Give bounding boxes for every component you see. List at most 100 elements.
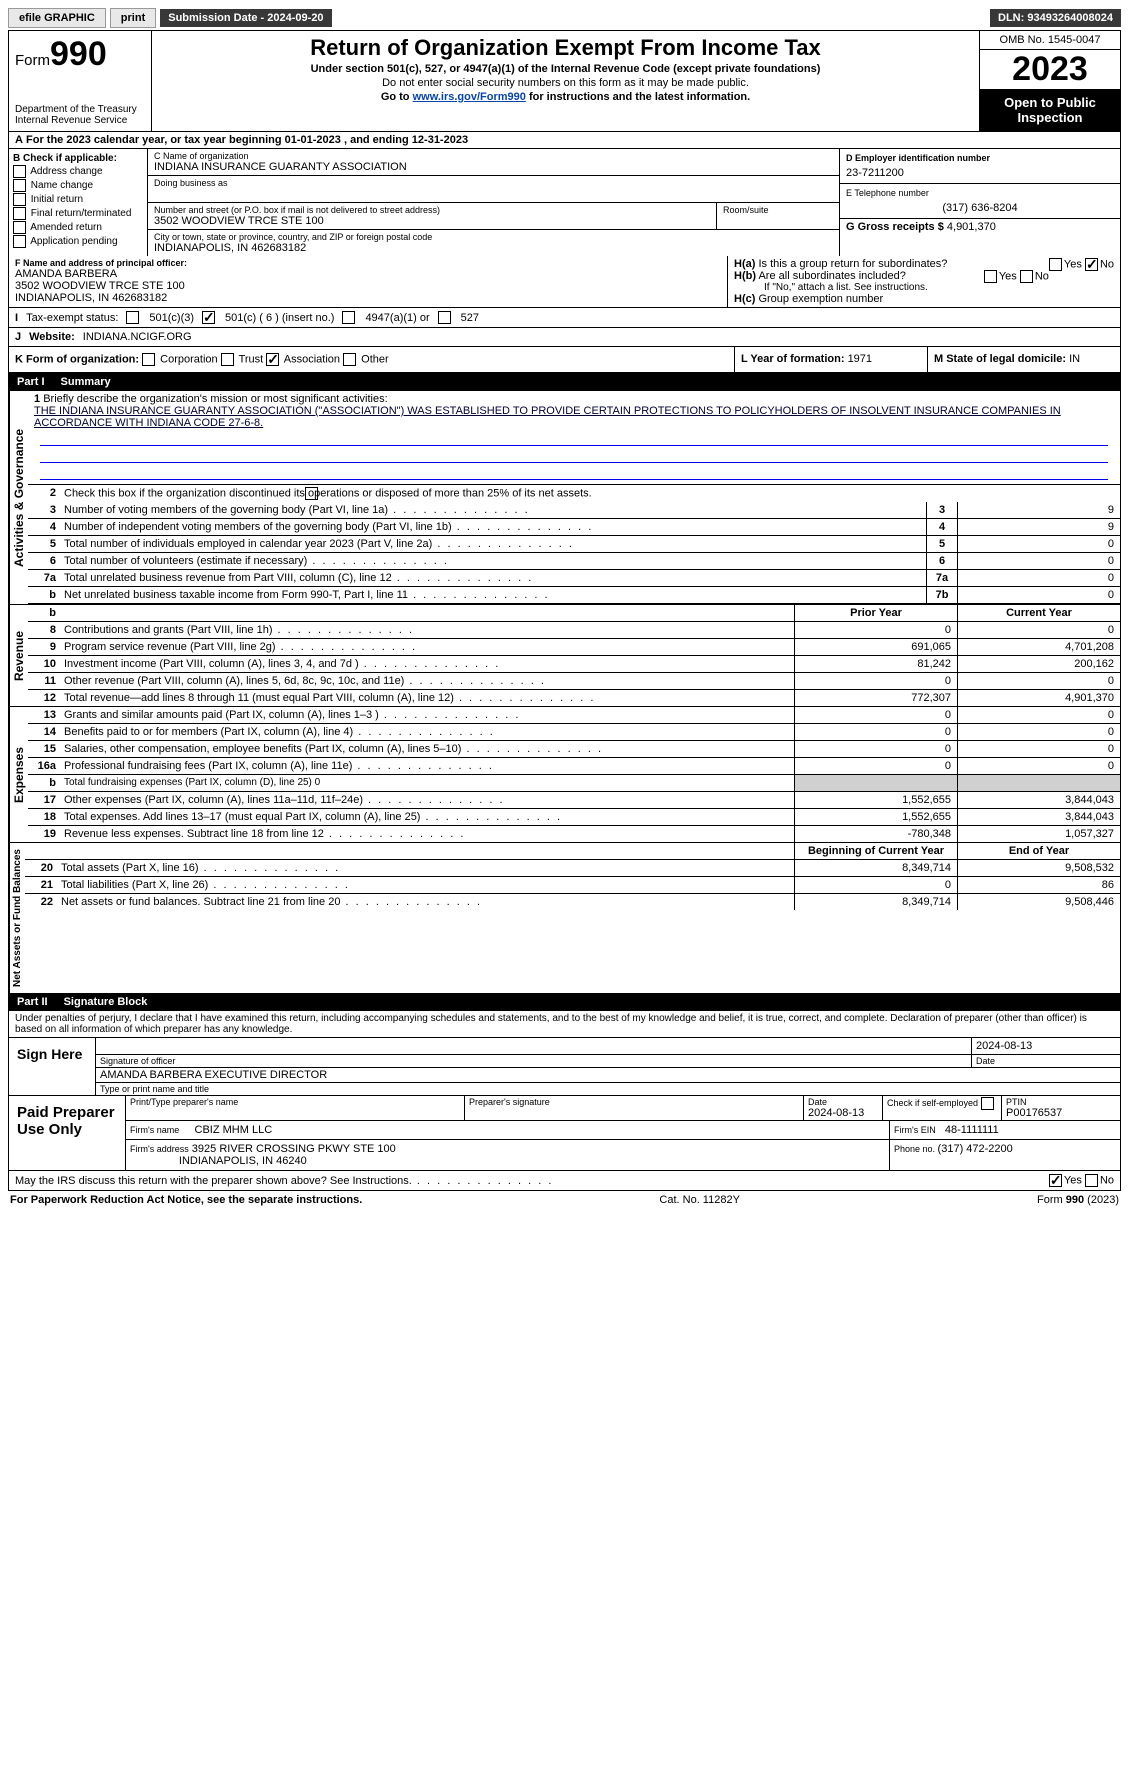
col-end-year: End of Year xyxy=(957,843,1120,859)
chk-self-employed[interactable] xyxy=(981,1097,994,1110)
line-22: Net assets or fund balances. Subtract li… xyxy=(57,894,794,910)
efile-button[interactable]: efile GRAPHIC xyxy=(8,8,106,28)
chk-other[interactable] xyxy=(343,353,356,366)
summary-line-4: Number of independent voting members of … xyxy=(60,519,926,535)
mission-label: Briefly describe the organization's miss… xyxy=(43,393,387,405)
prior-15: 0 xyxy=(794,741,957,757)
summary-line-7a: Total unrelated business revenue from Pa… xyxy=(60,570,926,586)
phone: (317) 636-8204 xyxy=(846,198,1114,214)
prior-22: 8,349,714 xyxy=(794,894,957,910)
paid-preparer-label: Paid Preparer Use Only xyxy=(9,1096,126,1170)
chk-final-return[interactable] xyxy=(13,207,26,220)
chk-address-change[interactable] xyxy=(13,165,26,178)
line-2: Check this box if the organization disco… xyxy=(60,485,1120,502)
firm-phone: (317) 472-2200 xyxy=(938,1143,1013,1155)
chk-assoc[interactable] xyxy=(266,353,279,366)
firm-addr-label: Firm's address xyxy=(130,1144,189,1154)
discuss-no[interactable] xyxy=(1085,1174,1098,1187)
summary-line-b: Net unrelated business taxable income fr… xyxy=(60,587,926,603)
summary-val-4: 9 xyxy=(957,519,1120,535)
summary-line-5: Total number of individuals employed in … xyxy=(60,536,926,552)
summary-line-6: Total number of volunteers (estimate if … xyxy=(60,553,926,569)
summary-val-3: 9 xyxy=(957,502,1120,518)
chk-4947[interactable] xyxy=(342,311,355,324)
officer-typed-name: AMANDA BARBERA EXECUTIVE DIRECTOR xyxy=(96,1067,1120,1082)
discuss-yes[interactable] xyxy=(1049,1174,1062,1187)
prior-12: 772,307 xyxy=(794,690,957,706)
line-m: M State of legal domicile: IN xyxy=(927,347,1120,372)
prior-11: 0 xyxy=(794,673,957,689)
declaration: Under penalties of perjury, I declare th… xyxy=(9,1011,1120,1038)
form-number: Form990 xyxy=(15,35,145,74)
firm-ein-label: Firm's EIN xyxy=(894,1125,936,1135)
section-activities-governance: Activities & Governance xyxy=(9,391,28,604)
line-21: Total liabilities (Part X, line 26) xyxy=(57,877,794,893)
chk-initial-return[interactable] xyxy=(13,193,26,206)
ptin: P00176537 xyxy=(1006,1107,1116,1119)
chk-name-change[interactable] xyxy=(13,179,26,192)
line-8: Contributions and grants (Part VIII, lin… xyxy=(60,622,794,638)
self-employed-label: Check if self-employed xyxy=(883,1096,1002,1120)
ha-yes[interactable] xyxy=(1049,258,1062,271)
col-prior-year: Prior Year xyxy=(794,605,957,621)
prior-18: 1,552,655 xyxy=(794,809,957,825)
current-21: 86 xyxy=(957,877,1120,893)
gross-receipts: 4,901,370 xyxy=(947,221,996,233)
current-14: 0 xyxy=(957,724,1120,740)
summary-val-5: 0 xyxy=(957,536,1120,552)
firm-phone-label: Phone no. xyxy=(894,1144,938,1154)
top-toolbar: efile GRAPHIC print Submission Date - 20… xyxy=(8,8,1121,28)
prior-19: -780,348 xyxy=(794,826,957,842)
prior-8: 0 xyxy=(794,622,957,638)
ha-no[interactable] xyxy=(1085,258,1098,271)
line-20: Total assets (Part X, line 16) xyxy=(57,860,794,876)
prior-20: 8,349,714 xyxy=(794,860,957,876)
current-9: 4,701,208 xyxy=(957,639,1120,655)
chk-application-pending[interactable] xyxy=(13,235,26,248)
chk-501c3[interactable] xyxy=(126,311,139,324)
line-14: Benefits paid to or for members (Part IX… xyxy=(60,724,794,740)
current-18: 3,844,043 xyxy=(957,809,1120,825)
chk-trust[interactable] xyxy=(221,353,234,366)
chk-501c[interactable] xyxy=(202,311,215,324)
line-10: Investment income (Part VIII, column (A)… xyxy=(60,656,794,672)
irs-link[interactable]: www.irs.gov/Form990 xyxy=(413,91,526,103)
sig-officer-label: Signature of officer xyxy=(96,1055,971,1067)
h-a: H(a) Is this a group return for subordin… xyxy=(734,258,1114,270)
chk-discontinued[interactable] xyxy=(305,487,318,500)
prior-10: 81,242 xyxy=(794,656,957,672)
preparer-sig-label: Preparer's signature xyxy=(465,1096,804,1120)
summary-val-b: 0 xyxy=(957,587,1120,603)
line-j: JWebsite: INDIANA.NCIGF.ORG xyxy=(9,328,1120,347)
mission-text: THE INDIANA INSURANCE GUARANTY ASSOCIATI… xyxy=(34,405,1061,429)
chk-527[interactable] xyxy=(438,311,451,324)
org-name-label: C Name of organization xyxy=(154,151,833,161)
current-20: 9,508,532 xyxy=(957,860,1120,876)
summary-val-7a: 0 xyxy=(957,570,1120,586)
submission-date: Submission Date - 2024-09-20 xyxy=(160,9,331,27)
form-title: Return of Organization Exempt From Incom… xyxy=(158,35,973,61)
preparer-name-label: Print/Type preparer's name xyxy=(126,1096,465,1120)
street: 3502 WOODVIEW TRCE STE 100 xyxy=(154,215,710,227)
hb-no[interactable] xyxy=(1020,270,1033,283)
line-17: Other expenses (Part IX, column (A), lin… xyxy=(60,792,794,808)
line-i: ITax-exempt status: 501(c)(3) 501(c) ( 6… xyxy=(9,308,1120,328)
public-inspection: Open to Public Inspection xyxy=(980,89,1120,131)
print-button[interactable]: print xyxy=(110,8,156,28)
firm-addr1: 3925 RIVER CROSSING PKWY STE 100 xyxy=(192,1143,396,1155)
h-c: H(c) Group exemption number xyxy=(734,293,1114,305)
line-15: Salaries, other compensation, employee b… xyxy=(60,741,794,757)
hb-yes[interactable] xyxy=(984,270,997,283)
form-footer: Form 990 (2023) xyxy=(1037,1194,1119,1206)
form-note: Do not enter social security numbers on … xyxy=(158,77,973,89)
line-16a: Professional fundraising fees (Part IX, … xyxy=(60,758,794,774)
h-b: H(b) Are all subordinates included? Yes … xyxy=(734,270,1114,282)
chk-amended-return[interactable] xyxy=(13,221,26,234)
sign-here-label: Sign Here xyxy=(9,1038,96,1095)
chk-corp[interactable] xyxy=(142,353,155,366)
firm-name-label: Firm's name xyxy=(130,1125,179,1135)
website: INDIANA.NCIGF.ORG xyxy=(83,331,192,343)
tax-year: 2023 xyxy=(980,50,1120,89)
section-expenses: Expenses xyxy=(9,707,28,842)
officer-label: F Name and address of principal officer: xyxy=(15,258,721,268)
